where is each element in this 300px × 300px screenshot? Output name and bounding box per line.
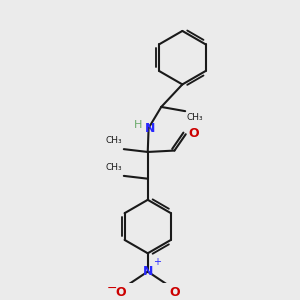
Text: O: O	[170, 286, 180, 299]
Text: O: O	[115, 286, 126, 299]
Text: N: N	[145, 122, 155, 134]
Text: CH₃: CH₃	[106, 163, 122, 172]
Text: CH₃: CH₃	[187, 113, 203, 122]
Text: H: H	[134, 120, 142, 130]
Text: −: −	[106, 282, 117, 295]
Text: CH₃: CH₃	[106, 136, 122, 145]
Text: N: N	[142, 265, 153, 278]
Text: O: O	[188, 127, 199, 140]
Text: +: +	[153, 256, 161, 266]
